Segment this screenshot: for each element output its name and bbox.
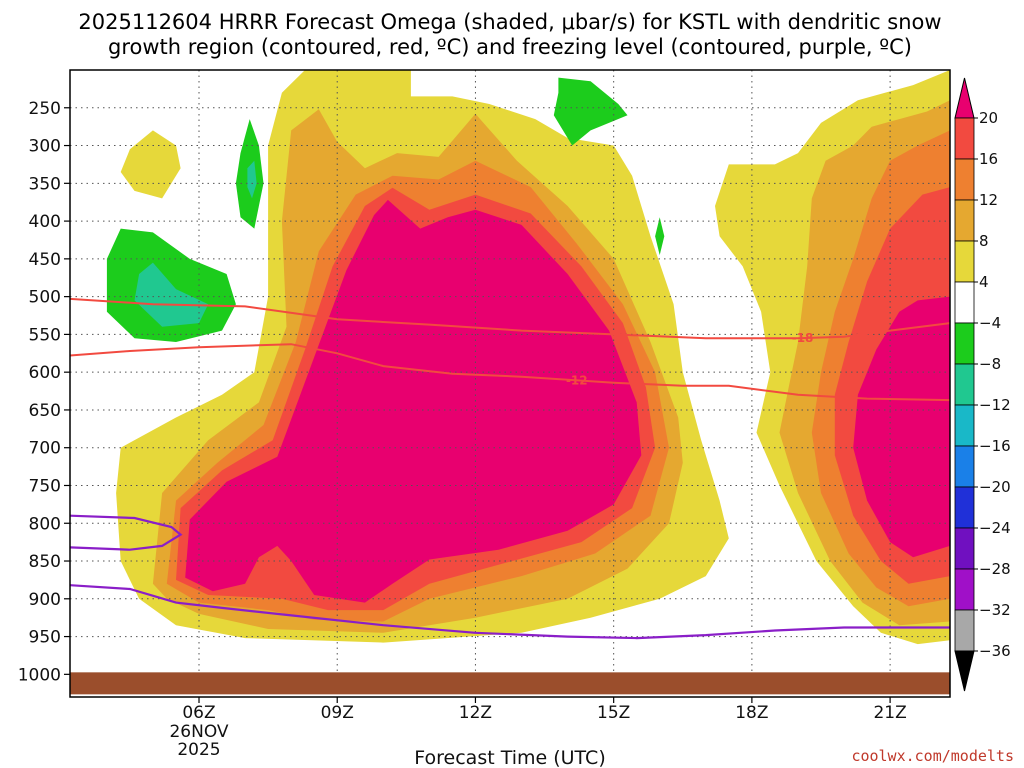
freezing-level-contour: [70, 514, 183, 551]
colorbar-swatch: [954, 363, 975, 406]
colorbar-label: −4: [979, 314, 1001, 332]
colorbar-label: −16: [979, 437, 1011, 455]
freezing-level-contour: [70, 584, 950, 640]
plot-frame: [69, 69, 951, 698]
colorbar-swatch: [954, 281, 975, 324]
x-axis-label: Forecast Time (UTC): [414, 747, 605, 768]
y-tick-label: 350: [29, 174, 61, 194]
y-tick-label: 950: [29, 628, 61, 648]
y-tick-label: 800: [29, 514, 61, 534]
colorbar-label: 8: [979, 232, 989, 250]
y-tick-label: 700: [29, 439, 61, 459]
omega-20-main: [185, 199, 642, 603]
omega-4-small-cell: [120, 130, 181, 199]
credit-link[interactable]: coolwx.com/modelts: [851, 747, 1014, 765]
colorbar-label: −20: [979, 478, 1011, 496]
y-tick-label: 750: [29, 476, 61, 496]
x-tick-date: 26NOV: [169, 722, 228, 742]
colorbar-label: 20: [979, 109, 998, 127]
y-axis: 250 300 350 400 450 500 550 600 650 700 750 800 850 9…: [18, 99, 70, 685]
omega-shading: [106, 70, 950, 645]
colorbar-swatch: [954, 568, 975, 611]
y-tick-label: 650: [29, 401, 61, 421]
dgz-contour-label: -18: [792, 331, 814, 345]
x-tick-year: 2025: [177, 740, 220, 760]
colorbar-swatch: [954, 404, 975, 447]
colorbar-swatch: [954, 445, 975, 488]
x-tick-label: 06Z: [182, 703, 215, 723]
y-tick-label: 600: [29, 363, 61, 383]
y-tick-label: 900: [29, 590, 61, 610]
chart-title-line2: growth region (contoured, red, ºC) and f…: [108, 35, 912, 59]
omega-20-right: [853, 296, 950, 558]
x-tick-label: 12Z: [459, 703, 492, 723]
y-tick-label: 300: [29, 137, 61, 157]
colorbar-swatch: [954, 240, 975, 283]
omega-neg4-upper: [553, 77, 628, 146]
y-tick-label: 400: [29, 212, 61, 232]
chart-title-line1: 2025112604 HRRR Forecast Omega (shaded, …: [78, 10, 941, 34]
colorbar-swatch: [954, 322, 975, 365]
colorbar-swatch: [954, 527, 975, 570]
y-tick-label: 1000: [18, 665, 61, 685]
y-tick-label: 500: [29, 288, 61, 308]
colorbar-swatch: [954, 199, 975, 242]
dgz-contour-label: -12: [566, 373, 588, 387]
x-tick-label: 18Z: [735, 703, 768, 723]
colorbar-swatch: [954, 486, 975, 529]
colorbar-label: −36: [979, 642, 1011, 660]
y-tick-label: 550: [29, 325, 61, 345]
y-tick-label: 450: [29, 250, 61, 270]
colorbar-swatch: [954, 158, 975, 201]
colorbar-top-arrow: [954, 77, 975, 119]
colorbar-swatch: [954, 117, 975, 160]
x-tick-label: 09Z: [321, 703, 354, 723]
temperature-contours: -18 -12: [70, 297, 950, 640]
omega-neg8-tall: [247, 160, 257, 199]
colorbar-swatch: [954, 609, 975, 652]
colorbar: 20 16 12 8 4 −4 −8 −12 −16 −20 −24 −28 −32 −36: [954, 77, 1011, 692]
colorbar-label: 12: [979, 191, 998, 209]
colorbar-label: −8: [979, 355, 1001, 373]
y-tick-label: 850: [29, 552, 61, 572]
colorbar-label: 4: [979, 273, 989, 291]
colorbar-label: −28: [979, 560, 1011, 578]
plot-area: -18 -12: [70, 70, 950, 697]
colorbar-label: −32: [979, 601, 1011, 619]
ground-layer: [70, 672, 950, 695]
colorbar-bottom-arrow: [954, 650, 975, 692]
colorbar-label: −12: [979, 396, 1011, 414]
dgz-contour-line: [70, 297, 950, 340]
x-tick-label: 21Z: [873, 703, 906, 723]
omega-neg8-left: [134, 262, 209, 327]
colorbar-label: 16: [979, 150, 998, 168]
colorbar-label: −24: [979, 519, 1011, 537]
omega-neg4-sliver: [655, 217, 665, 256]
dgz-contour-line: [70, 343, 950, 402]
x-tick-label: 15Z: [597, 703, 630, 723]
y-tick-label: 250: [29, 99, 61, 119]
